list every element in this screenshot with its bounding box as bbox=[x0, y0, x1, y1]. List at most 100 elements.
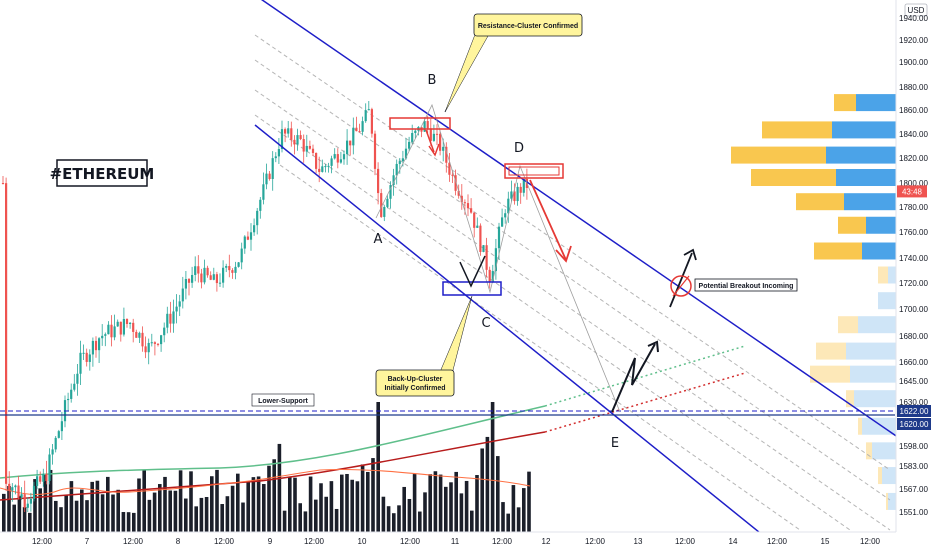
volume-bar bbox=[38, 488, 42, 532]
volume-bar bbox=[74, 500, 79, 532]
volume-bar bbox=[251, 477, 256, 532]
candle-body bbox=[355, 127, 358, 132]
price-tick-label: 1680.00 bbox=[899, 332, 928, 341]
price-tick-label: 1860.00 bbox=[899, 106, 928, 115]
candle-body bbox=[23, 494, 26, 508]
candle-body bbox=[321, 166, 324, 172]
candle-body bbox=[364, 110, 367, 122]
volume-bar bbox=[178, 470, 183, 532]
bounce-check-mark bbox=[459, 255, 486, 288]
candle-body bbox=[280, 129, 284, 150]
volume-bar bbox=[412, 474, 417, 532]
candle-body bbox=[98, 338, 101, 351]
candle-body bbox=[404, 148, 408, 159]
volume-bar bbox=[490, 402, 495, 532]
price-tick-label: 1780.00 bbox=[899, 203, 928, 212]
volume-bar bbox=[407, 498, 412, 532]
volume-bar bbox=[516, 507, 521, 532]
red-arrow-d bbox=[529, 179, 567, 261]
volume-bar bbox=[256, 476, 261, 532]
time-tick-label: 12:00 bbox=[675, 537, 696, 546]
volume-bar bbox=[522, 488, 526, 532]
profile-bar-yellow bbox=[762, 121, 832, 139]
candle-body bbox=[246, 236, 249, 240]
candle-body bbox=[240, 248, 243, 263]
volume-bar bbox=[454, 471, 458, 532]
backup-callout-text-2: Initially Confirmed bbox=[384, 385, 445, 392]
volume-bar bbox=[189, 471, 193, 532]
candle-body bbox=[256, 210, 259, 226]
volume-bar bbox=[423, 492, 427, 532]
candle-body bbox=[70, 389, 73, 399]
profile-bar-blue bbox=[850, 365, 896, 383]
profile-bar-yellow bbox=[886, 492, 888, 510]
price-tick-label: 1598.00 bbox=[899, 442, 928, 451]
candle-body bbox=[488, 269, 491, 283]
candle-body bbox=[14, 485, 17, 488]
profile-bar-blue bbox=[832, 121, 896, 139]
candle-body bbox=[73, 383, 76, 390]
candle-body bbox=[42, 473, 45, 482]
candle-body bbox=[169, 313, 172, 324]
candle-body bbox=[234, 266, 237, 273]
candle-body bbox=[147, 342, 150, 353]
candle-body bbox=[408, 141, 411, 149]
profile-bar-blue bbox=[854, 390, 896, 408]
candle-body bbox=[435, 133, 439, 135]
channel-midline-4 bbox=[254, 114, 851, 531]
channel-midlines bbox=[254, 34, 891, 531]
volume-bar bbox=[173, 490, 178, 532]
profile-bar-blue bbox=[846, 342, 896, 360]
volume-bar bbox=[12, 504, 16, 532]
volume-bar bbox=[303, 511, 308, 532]
candle-body bbox=[48, 454, 51, 481]
wave-point-b: B bbox=[428, 73, 437, 88]
currency-badge[interactable] bbox=[904, 3, 928, 17]
candle-body bbox=[101, 335, 104, 339]
time-tick-label: 10 bbox=[358, 537, 367, 546]
candle-body bbox=[482, 245, 485, 252]
candle-body bbox=[191, 274, 194, 283]
volume-bar bbox=[334, 508, 339, 532]
volume-bar bbox=[444, 486, 448, 532]
candle-body bbox=[153, 342, 156, 344]
volume-bar bbox=[464, 480, 469, 532]
red-arrow-b bbox=[425, 129, 435, 153]
volume-bar bbox=[132, 512, 136, 532]
price-tick-label: 1900.00 bbox=[899, 58, 928, 67]
candle-body bbox=[32, 485, 36, 499]
candle-body bbox=[29, 498, 32, 504]
wave-point-d: D bbox=[514, 141, 524, 156]
candle-body bbox=[439, 133, 442, 151]
symbol-title-box bbox=[56, 159, 148, 187]
candle-body bbox=[172, 311, 175, 324]
candle-body bbox=[389, 185, 392, 199]
candle-body bbox=[324, 166, 327, 168]
volume-bar bbox=[168, 490, 172, 532]
channel-midline-1 bbox=[254, 34, 891, 471]
volume-bar bbox=[64, 494, 68, 532]
wave-point-a: A bbox=[374, 232, 383, 247]
candle-body bbox=[491, 271, 494, 283]
volume-bar bbox=[386, 506, 391, 532]
time-tick-label: 13 bbox=[634, 537, 643, 546]
price-tick-label: 1760.00 bbox=[899, 228, 928, 237]
candle-body bbox=[373, 133, 377, 169]
time-tick-label: 12:00 bbox=[585, 537, 606, 546]
candle-body bbox=[510, 191, 513, 199]
price-axis-ticks: 1940.00 1920.00 1900.00 1880.00 1860.00 1840.… bbox=[899, 14, 928, 517]
volume-bar bbox=[262, 484, 266, 532]
candle-body bbox=[380, 193, 383, 217]
backup-callout-box bbox=[375, 369, 455, 397]
candle-body bbox=[262, 184, 265, 200]
volume-bar bbox=[43, 474, 48, 532]
candle-body bbox=[327, 165, 330, 167]
candle-body bbox=[116, 321, 119, 327]
profile-bar-blue bbox=[844, 193, 896, 211]
moving-average-red bbox=[0, 431, 546, 501]
volume-bar bbox=[418, 511, 422, 532]
candle-body bbox=[377, 168, 380, 194]
volume-bar bbox=[152, 492, 157, 532]
profile-bar-blue bbox=[856, 94, 896, 112]
